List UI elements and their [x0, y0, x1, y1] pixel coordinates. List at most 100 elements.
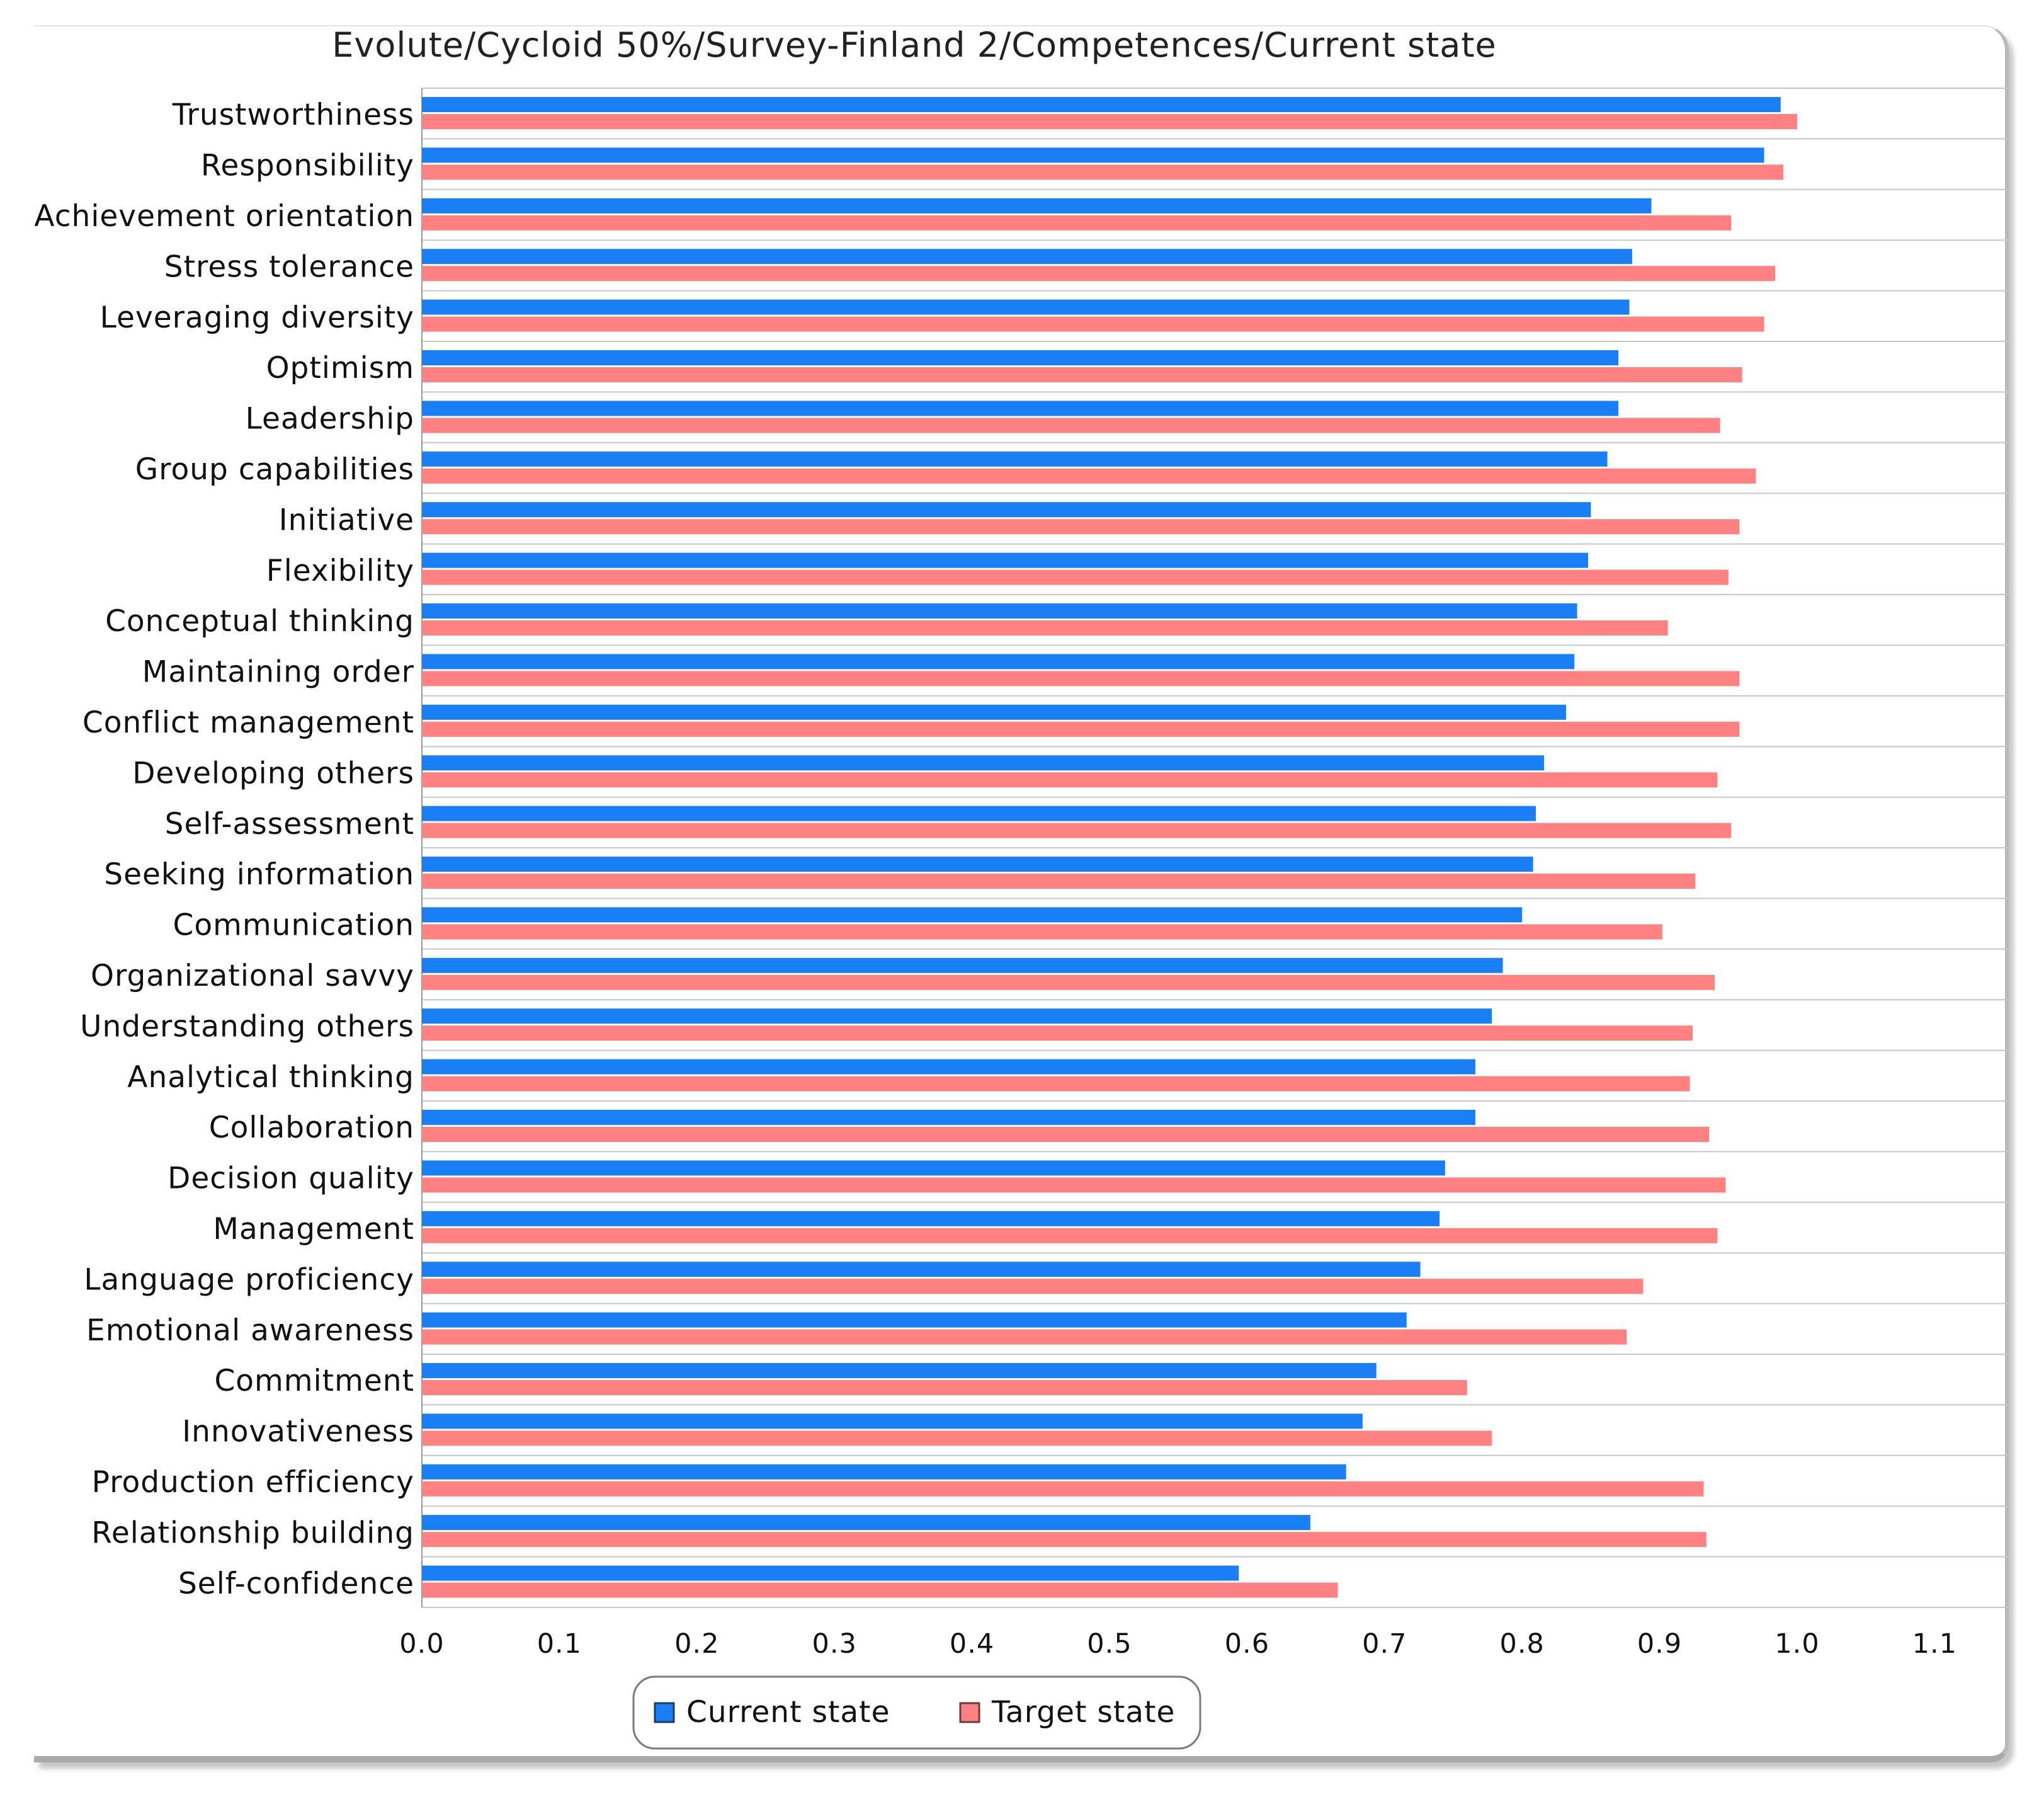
category-label: Optimism	[266, 351, 414, 385]
bar-target-9	[422, 519, 1740, 535]
x-tick-label: 1.0	[1774, 1628, 1819, 1660]
category-label: Flexibility	[266, 554, 414, 588]
category-label: Understanding others	[80, 1009, 414, 1044]
bar-target-14	[422, 772, 1718, 788]
category-label: Language proficiency	[84, 1262, 414, 1297]
bar-target-8	[422, 468, 1756, 484]
category-label: Management	[213, 1212, 414, 1246]
category-label: Maintaining order	[142, 655, 414, 690]
bar-current-21	[422, 1110, 1475, 1125]
bar-current-30	[422, 1565, 1239, 1581]
category-label: Self-assessment	[165, 807, 414, 841]
bar-current-7	[422, 401, 1619, 416]
bar-target-27	[422, 1430, 1492, 1446]
category-label: Trustworthiness	[172, 98, 414, 132]
legend-label-target: Target state	[991, 1695, 1175, 1730]
bar-current-27	[422, 1413, 1363, 1429]
bar-target-24	[422, 1279, 1644, 1294]
bar-target-19	[422, 1025, 1693, 1041]
x-tick-label: 0.8	[1500, 1628, 1545, 1660]
bar-current-10	[422, 552, 1589, 568]
bar-target-1	[422, 114, 1797, 129]
bar-target-18	[422, 974, 1715, 990]
bar-current-28	[422, 1464, 1346, 1480]
bar-current-25	[422, 1312, 1407, 1328]
gridlines	[421, 88, 2009, 1608]
x-tick-label: 0.7	[1362, 1628, 1407, 1660]
bar-current-12	[422, 654, 1575, 670]
category-label: Self-confidence	[178, 1566, 414, 1601]
bar-current-1	[422, 97, 1781, 112]
category-label: Decision quality	[167, 1161, 414, 1196]
category-label: Analytical thinking	[127, 1060, 414, 1095]
category-label: Commitment	[214, 1364, 414, 1398]
bar-current-24	[422, 1262, 1421, 1277]
bar-current-16	[422, 857, 1533, 872]
bar-current-2	[422, 147, 1764, 163]
bar-target-7	[422, 418, 1720, 433]
bar-current-4	[422, 249, 1632, 265]
bar-current-13	[422, 704, 1567, 720]
bar-target-30	[422, 1582, 1338, 1598]
category-label: Production efficiency	[92, 1465, 414, 1500]
x-axis-ticks: 0.0 0.1 0.2 0.3 0.4 0.5 0.6 0.7 0.8 0.9 1.0 1.1	[399, 1628, 1957, 1660]
legend-swatch-current	[654, 1702, 675, 1723]
category-label: Stress tolerance	[164, 249, 414, 284]
bar-current-9	[422, 502, 1591, 518]
category-label: Group capabilities	[135, 452, 414, 487]
x-tick-label: 0.6	[1225, 1628, 1269, 1660]
bar-target-16	[422, 874, 1696, 889]
bar-current-5	[422, 299, 1630, 315]
bar-current-26	[422, 1363, 1377, 1378]
bar-target-15	[422, 823, 1732, 838]
bar-target-10	[422, 569, 1729, 585]
bar-target-17	[422, 924, 1662, 940]
bar-target-26	[422, 1380, 1467, 1395]
bar-current-19	[422, 1008, 1492, 1024]
bar-target-6	[422, 367, 1742, 382]
bar-current-18	[422, 957, 1503, 973]
bar-current-8	[422, 451, 1608, 467]
category-label: Communication	[173, 908, 414, 943]
bar-target-22	[422, 1177, 1726, 1193]
bar-target-4	[422, 266, 1776, 282]
bar-target-11	[422, 620, 1668, 636]
bar-target-25	[422, 1329, 1627, 1345]
bar-target-12	[422, 671, 1740, 687]
x-tick-label: 0.2	[674, 1628, 719, 1660]
category-label: Collaboration	[209, 1110, 414, 1145]
legend-label-current: Current state	[686, 1695, 890, 1730]
x-tick-label: 0.0	[399, 1628, 444, 1660]
bar-current-15	[422, 806, 1536, 821]
bar-target-23	[422, 1228, 1718, 1243]
category-label: Developing others	[132, 756, 414, 790]
bar-current-14	[422, 755, 1545, 771]
bar-target-28	[422, 1481, 1704, 1497]
category-labels: Trustworthiness Responsibility Achievement…	[34, 98, 414, 1601]
bar-target-13	[422, 721, 1740, 737]
bar-target-21	[422, 1127, 1710, 1142]
category-label: Achievement orientation	[34, 199, 414, 234]
bar-target-2	[422, 164, 1784, 180]
x-tick-label: 1.1	[1912, 1628, 1957, 1660]
category-label: Relationship building	[91, 1515, 414, 1550]
bar-target-29	[422, 1532, 1706, 1548]
x-tick-label: 0.9	[1637, 1628, 1682, 1660]
x-tick-label: 0.1	[537, 1628, 582, 1660]
legend-swatch-target	[959, 1702, 980, 1723]
category-label: Conflict management	[82, 705, 414, 740]
x-tick-label: 0.3	[812, 1628, 857, 1660]
bar-current-3	[422, 198, 1652, 214]
category-label: Emotional awareness	[86, 1313, 414, 1348]
category-label: Conceptual thinking	[105, 604, 414, 639]
bar-target-5	[422, 316, 1764, 332]
x-tick-label: 0.5	[1087, 1628, 1132, 1660]
category-label: Organizational savvy	[91, 959, 414, 993]
bar-current-17	[422, 907, 1523, 923]
chart-title: Evolute/Cycloid 50%/Survey-Finland 2/Com…	[332, 25, 1497, 65]
bar-current-23	[422, 1211, 1440, 1226]
bar-target-20	[422, 1076, 1690, 1092]
bar-current-6	[422, 350, 1619, 365]
bar-current-11	[422, 603, 1577, 619]
legend-box	[632, 1675, 1201, 1750]
